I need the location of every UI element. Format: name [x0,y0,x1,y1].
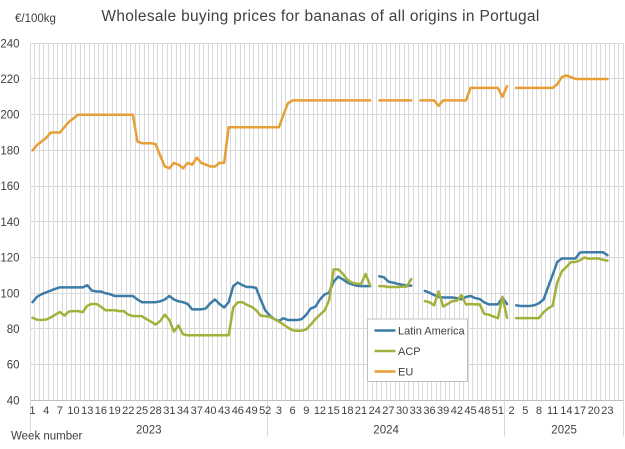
svg-text:23: 23 [601,405,613,417]
svg-text:€/100kg: €/100kg [15,13,56,25]
svg-text:160: 160 [0,181,19,193]
svg-text:28: 28 [150,405,162,417]
svg-text:9: 9 [303,405,309,417]
svg-text:48: 48 [478,405,490,417]
svg-text:17: 17 [574,405,586,417]
svg-text:40: 40 [7,395,20,407]
svg-text:21: 21 [355,405,367,417]
svg-text:40: 40 [204,405,216,417]
svg-text:34: 34 [177,405,189,417]
svg-text:37: 37 [191,405,203,417]
svg-text:3: 3 [276,405,282,417]
svg-text:180: 180 [0,145,19,157]
svg-text:20: 20 [588,405,600,417]
svg-text:49: 49 [245,405,257,417]
svg-text:Wholesale buying prices for ba: Wholesale buying prices for bananas of a… [101,8,539,25]
svg-text:2024: 2024 [373,425,399,437]
svg-text:27: 27 [382,405,394,417]
svg-text:100: 100 [0,288,19,300]
svg-text:16: 16 [95,405,107,417]
svg-text:14: 14 [560,405,572,417]
svg-text:22: 22 [122,405,134,417]
svg-text:80: 80 [7,324,20,336]
svg-text:6: 6 [290,405,296,417]
svg-text:200: 200 [0,110,19,122]
svg-text:5: 5 [522,405,528,417]
svg-text:36: 36 [423,405,435,417]
svg-text:18: 18 [341,405,353,417]
svg-text:4: 4 [43,405,49,417]
svg-text:45: 45 [464,405,476,417]
svg-text:60: 60 [7,360,20,372]
svg-text:12: 12 [314,405,326,417]
svg-text:EU: EU [398,367,413,379]
svg-text:140: 140 [0,217,19,229]
svg-text:51: 51 [492,405,504,417]
svg-text:13: 13 [81,405,93,417]
svg-text:19: 19 [108,405,120,417]
svg-text:33: 33 [410,405,422,417]
svg-text:11: 11 [547,405,558,417]
svg-text:43: 43 [218,405,230,417]
svg-text:52: 52 [259,405,271,417]
svg-text:10: 10 [67,405,79,417]
svg-text:8: 8 [536,405,542,417]
svg-text:31: 31 [163,405,175,417]
svg-text:220: 220 [0,74,19,86]
svg-text:240: 240 [0,38,19,50]
svg-text:46: 46 [232,405,244,417]
svg-text:24: 24 [369,405,381,417]
svg-text:Week number: Week number [11,431,83,443]
svg-text:2025: 2025 [551,425,577,437]
svg-text:1: 1 [29,405,35,417]
svg-text:Latin America: Latin America [398,326,466,338]
svg-text:7: 7 [57,405,63,417]
svg-text:ACP: ACP [398,346,421,358]
svg-text:30: 30 [396,405,408,417]
svg-text:25: 25 [136,405,148,417]
svg-text:2023: 2023 [136,425,162,437]
svg-text:120: 120 [0,253,19,265]
svg-text:42: 42 [451,405,463,417]
svg-text:2: 2 [509,405,515,417]
svg-text:15: 15 [328,405,340,417]
svg-text:39: 39 [437,405,449,417]
